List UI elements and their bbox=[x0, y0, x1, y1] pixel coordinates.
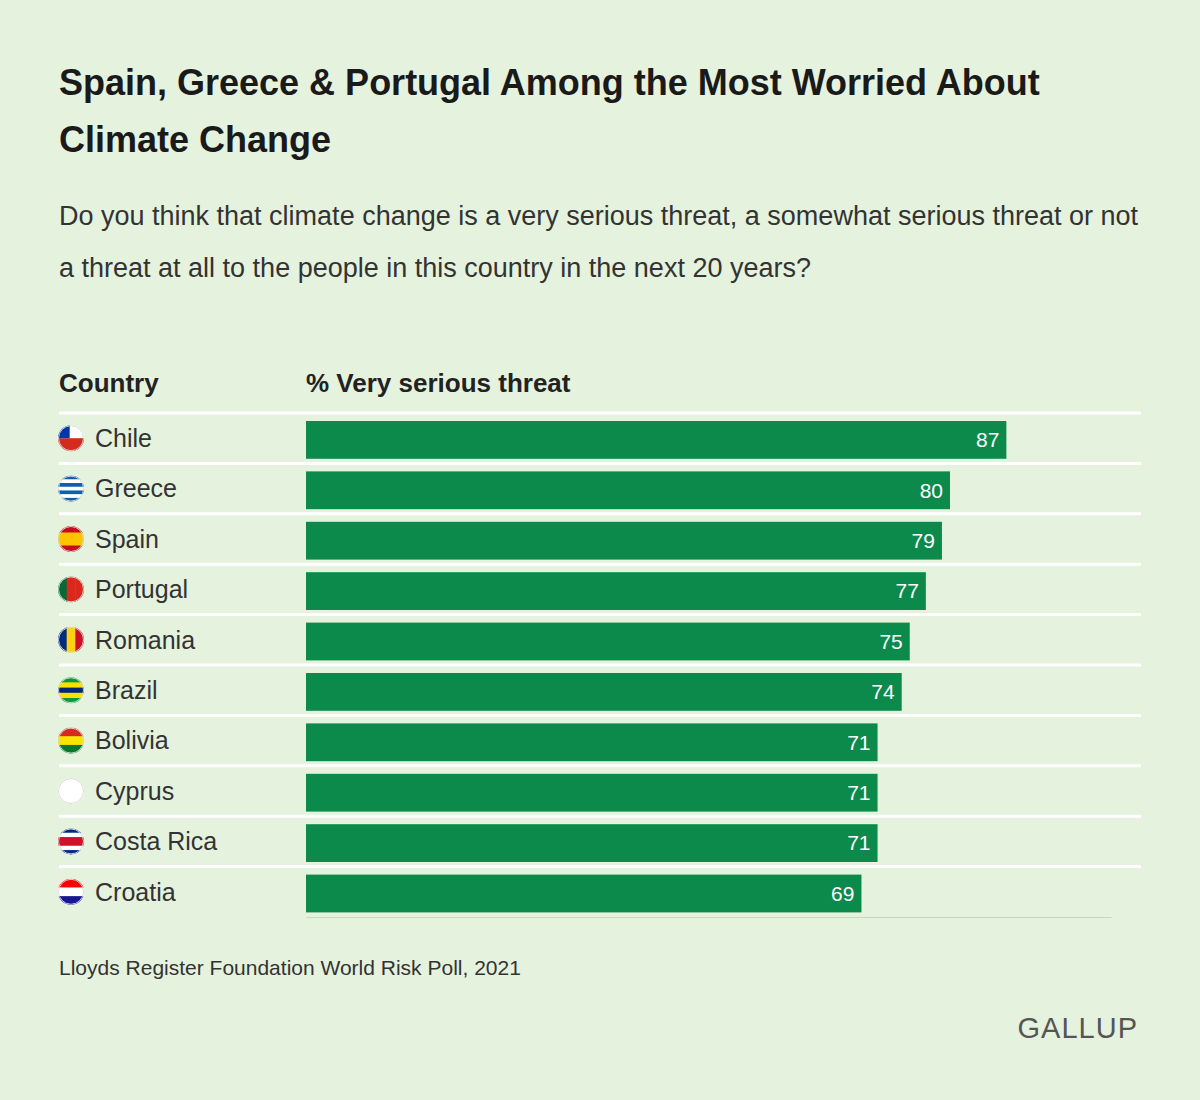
flag-stripe bbox=[58, 778, 84, 805]
flag-outline bbox=[59, 678, 84, 703]
flag-outline bbox=[59, 627, 84, 652]
flag-stripe bbox=[58, 526, 84, 533]
subtitle: Do you think that climate change is a ve… bbox=[59, 201, 1139, 283]
category-label: Greece bbox=[95, 474, 177, 502]
bar bbox=[306, 421, 1006, 459]
flag-stripe bbox=[58, 487, 84, 491]
row-separator bbox=[59, 815, 1141, 818]
data-label: 71 bbox=[847, 781, 870, 804]
data-label: 71 bbox=[847, 831, 870, 854]
title: Spain, Greece & Portugal Among the Most … bbox=[59, 62, 1040, 160]
chart-container: Spain, Greece & Portugal Among the Most … bbox=[0, 0, 1200, 1100]
flag-outline bbox=[59, 879, 84, 904]
data-label: 77 bbox=[895, 579, 918, 602]
flag bbox=[58, 476, 84, 503]
x-axis bbox=[307, 917, 1112, 918]
data-label: 75 bbox=[879, 630, 902, 653]
row-separator bbox=[59, 764, 1141, 767]
y-axis-title: Country bbox=[59, 368, 159, 398]
data-label: 74 bbox=[871, 680, 895, 703]
bar bbox=[306, 522, 942, 560]
flag-stripe bbox=[58, 682, 84, 688]
row-separator bbox=[59, 462, 1141, 465]
flag-outline bbox=[59, 426, 84, 451]
flag bbox=[58, 828, 84, 854]
data-label: 71 bbox=[847, 731, 870, 754]
data-label: 87 bbox=[976, 428, 999, 451]
flag-stripe bbox=[58, 887, 84, 896]
row-separator bbox=[59, 412, 1141, 415]
bar bbox=[306, 774, 878, 812]
logo: GALLUP bbox=[1018, 1012, 1138, 1044]
category-label: Croatia bbox=[95, 878, 176, 906]
category-label: Spain bbox=[95, 525, 159, 553]
flag-stripe bbox=[58, 688, 84, 694]
row-separator bbox=[59, 664, 1141, 667]
row-separator bbox=[59, 512, 1141, 515]
bar bbox=[306, 673, 902, 711]
text-line: Climate Change bbox=[59, 119, 331, 160]
data-label: 80 bbox=[920, 479, 943, 502]
flag bbox=[58, 425, 84, 452]
text-line: a threat at all to the people in this co… bbox=[59, 253, 811, 283]
flag-stripe bbox=[58, 736, 84, 745]
flag-stripe bbox=[67, 576, 76, 602]
data-label: 79 bbox=[912, 529, 935, 552]
flag-outline bbox=[59, 779, 84, 804]
flag-outline bbox=[59, 577, 84, 602]
chart-svg: Spain, Greece & Portugal Among the Most … bbox=[0, 0, 1200, 1100]
bar bbox=[306, 824, 878, 862]
text-line: Spain, Greece & Portugal Among the Most … bbox=[59, 62, 1040, 103]
bars bbox=[306, 421, 1006, 912]
flag-stripe bbox=[67, 627, 76, 653]
flag-outline bbox=[59, 728, 84, 753]
row-separator bbox=[59, 613, 1141, 616]
flag-outline bbox=[59, 829, 84, 854]
flags bbox=[58, 425, 85, 905]
category-label: Brazil bbox=[95, 676, 158, 704]
flag bbox=[58, 576, 85, 602]
bar bbox=[306, 723, 878, 761]
flag bbox=[58, 879, 84, 906]
row-separator bbox=[59, 563, 1141, 566]
flag-outline bbox=[59, 476, 84, 501]
data-labels: 87 80 79 77 75 74 71 71 71 69 bbox=[831, 428, 999, 905]
axis-domain bbox=[307, 917, 1112, 918]
flag-outline bbox=[59, 527, 84, 552]
background bbox=[0, 0, 1200, 1100]
row-separator bbox=[59, 865, 1141, 868]
flag bbox=[58, 526, 84, 553]
flag-stripe bbox=[58, 841, 84, 846]
flag-stripe bbox=[58, 483, 84, 487]
data-label: 69 bbox=[831, 882, 854, 905]
flag-stripe bbox=[58, 539, 84, 546]
flag bbox=[58, 627, 85, 653]
row-separator bbox=[59, 714, 1141, 717]
x-axis-title: % Very serious threat bbox=[306, 368, 571, 398]
bar bbox=[306, 623, 910, 661]
flag-stripe bbox=[58, 425, 84, 439]
flag bbox=[58, 728, 84, 755]
bar bbox=[306, 875, 861, 913]
category-label: Bolivia bbox=[95, 726, 169, 754]
flag-stripe bbox=[58, 693, 84, 699]
y-axis-labels: Chile Greece Spain Portugal Romania Brazil Bol… bbox=[95, 424, 217, 906]
flag-stripe bbox=[58, 438, 84, 452]
flag-stripe bbox=[58, 533, 84, 540]
source: Lloyds Register Foundation World Risk Po… bbox=[59, 956, 521, 979]
flag bbox=[58, 677, 84, 704]
category-label: Chile bbox=[95, 424, 152, 452]
category-label: Portugal bbox=[95, 575, 188, 603]
flag bbox=[58, 778, 84, 805]
bar bbox=[306, 471, 950, 509]
row-separators bbox=[59, 413, 1141, 867]
text-line: Do you think that climate change is a ve… bbox=[59, 201, 1139, 231]
flag-stripe bbox=[58, 837, 84, 842]
category-label: Romania bbox=[95, 626, 195, 654]
category-label: Costa Rica bbox=[95, 827, 217, 855]
category-label: Cyprus bbox=[95, 777, 174, 805]
bar bbox=[306, 572, 926, 610]
flag-stripe bbox=[58, 490, 84, 494]
